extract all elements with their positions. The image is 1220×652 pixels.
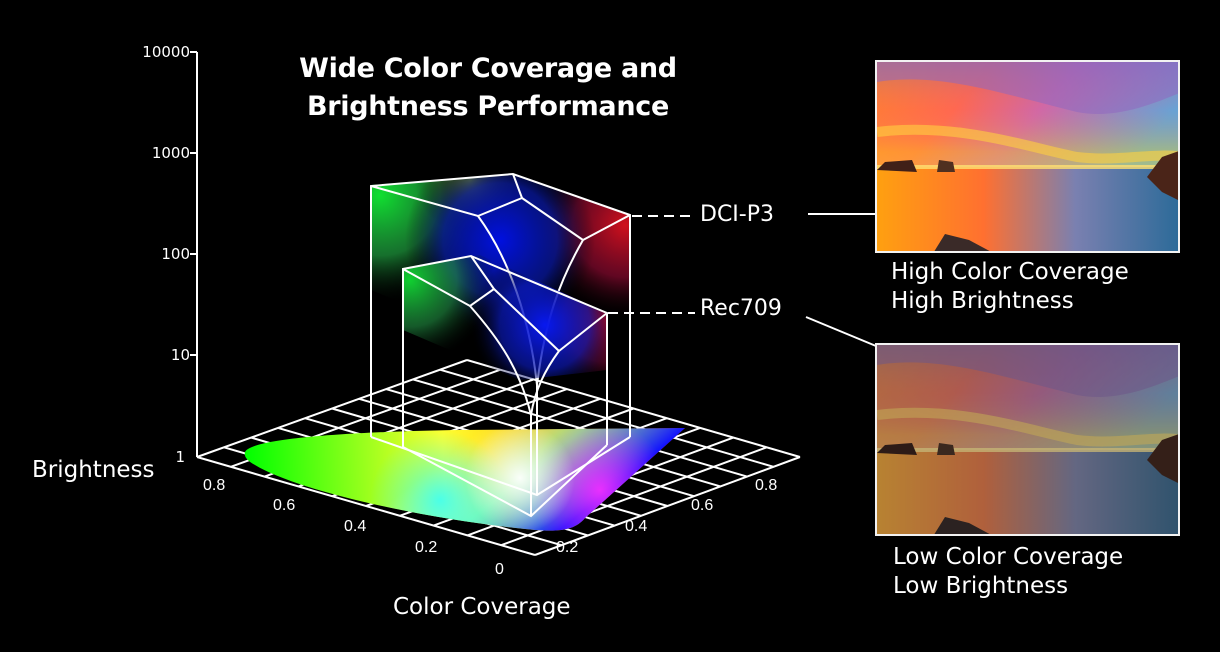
photo-high-color-high-brightness (875, 60, 1180, 253)
title-line-1: Wide Color Coverage and (299, 53, 677, 84)
title-line-2: Brightness Performance (306, 91, 669, 122)
floor-tick-right-0.6: 0.6 (691, 497, 714, 514)
brightness-axis (190, 51, 198, 457)
floor-tick-left-0.8: 0.8 (203, 477, 226, 494)
y-tick-1: 1 (175, 448, 185, 466)
y-axis-label: Brightness (32, 457, 155, 483)
floor-tick-right-0.2: 0.2 (556, 539, 579, 556)
caption-low: Low Color Coverage Low Brightness (893, 543, 1123, 601)
chart-title: Wide Color Coverage and Brightness Perfo… (262, 50, 714, 126)
caption-high: High Color Coverage High Brightness (891, 258, 1129, 316)
y-tick-1000: 1000 (151, 144, 190, 162)
floor-tick-right-0.4: 0.4 (625, 518, 648, 535)
floor-tick-left-0.4: 0.4 (344, 518, 367, 535)
series-label-rec709: Rec709 (700, 296, 782, 321)
caption-low-line-1: Low Color Coverage (893, 544, 1124, 570)
y-tick-100: 100 (161, 245, 190, 263)
sunset-image-icon (877, 62, 1178, 251)
x-axis-label: Color Coverage (393, 594, 571, 620)
floor-tick-left-0.2: 0.2 (415, 539, 438, 556)
floor-tick-right-0.8: 0.8 (755, 477, 778, 494)
caption-low-line-2: Low Brightness (893, 573, 1069, 599)
floor-tick-left-0: 0 (495, 561, 504, 578)
caption-high-line-1: High Color Coverage (891, 259, 1129, 285)
leader-lines (608, 213, 877, 347)
caption-high-line-2: High Brightness (891, 288, 1074, 314)
sunset-image-dim-icon (877, 345, 1178, 534)
photo-low-color-low-brightness (875, 343, 1180, 536)
floor-tick-left-0.6: 0.6 (273, 497, 296, 514)
y-tick-10000: 10000 (142, 43, 190, 61)
series-label-dci-p3: DCI-P3 (700, 202, 774, 227)
y-tick-10: 10 (170, 346, 190, 364)
